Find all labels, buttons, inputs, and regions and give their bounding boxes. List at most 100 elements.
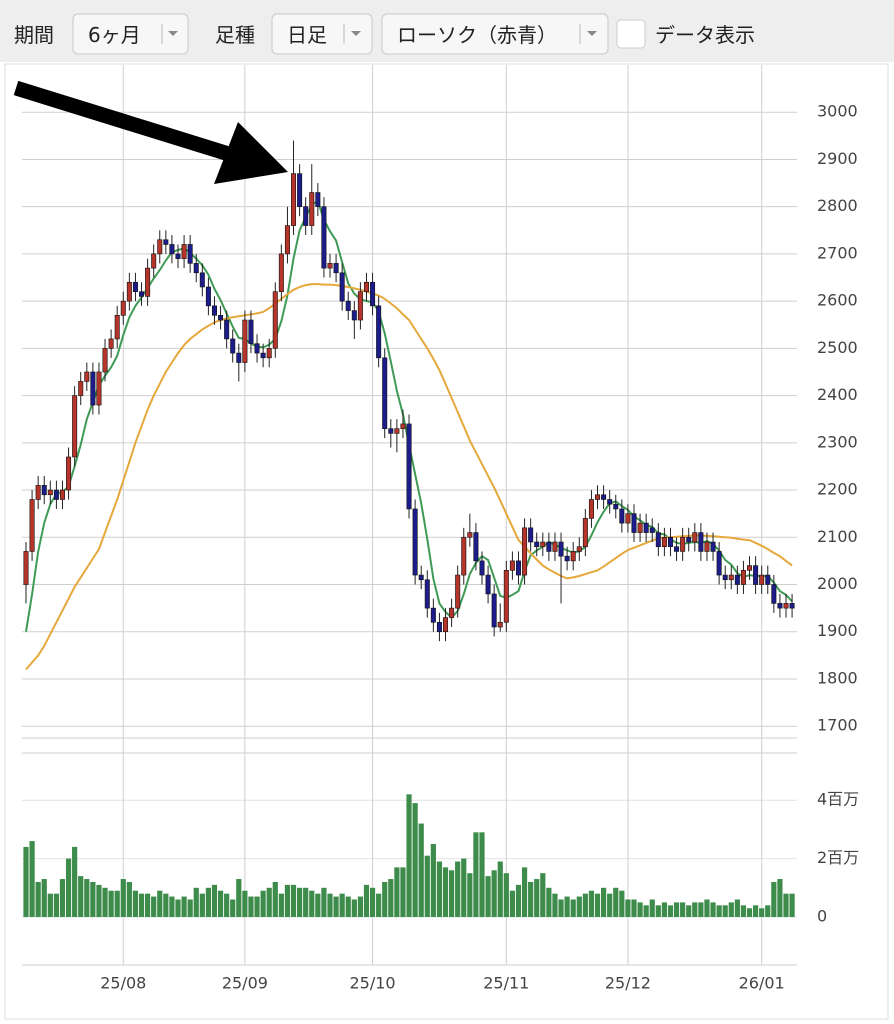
candle-body [400,423,406,429]
y-tick-label: 2200 [817,480,858,499]
style-select-box[interactable] [381,13,609,55]
candle-body [199,272,205,288]
dropdown-caret[interactable] [168,31,178,36]
candle-body [72,395,78,458]
candle-body [607,499,613,505]
candle-body [175,253,181,259]
volume-bar [497,861,503,917]
candle-body [297,173,303,207]
candle-body [333,263,339,274]
volume-bar [552,893,558,917]
volume-bar [625,899,631,917]
volume-bar [643,905,649,917]
candle-body [473,532,479,562]
candle-body [558,541,564,557]
style-value[interactable]: ローソク（赤青） [397,23,557,47]
candle-body [503,570,509,623]
volume-bar [138,893,145,917]
period-select[interactable]: 6ヶ月 [72,13,189,55]
volume-bar [339,893,345,917]
style-select[interactable]: ローソク（赤青） [381,13,609,55]
chart-panel [4,63,889,1020]
candle-body [412,508,418,576]
candle-body [631,513,637,533]
candle-body [777,603,783,609]
y-tick-label: 3000 [817,102,858,121]
candle-body [443,617,449,633]
volume-tick-label: 2百万 [817,848,859,867]
candle-body [613,503,619,510]
volume-bar [722,905,728,917]
candle-body [728,574,734,581]
candle-body [546,541,552,552]
candle-body [291,173,297,226]
volume-bar [728,902,734,917]
candle-body [680,536,686,552]
candle-body [363,281,369,292]
volume-bar [290,884,297,917]
x-tick-label: 25/10 [350,974,396,993]
volume-bar [224,893,230,917]
volume-bar [491,870,497,917]
dropdown-caret[interactable] [351,31,361,36]
candle-body [406,423,412,510]
candle-body [96,371,102,406]
data-toggle-label[interactable]: データ表示 [655,23,755,47]
bar-select[interactable]: 日足 [271,13,373,55]
volume-bar [521,867,528,917]
volume-bar [661,902,667,917]
candle-body [455,574,461,609]
volume-bar [132,890,139,917]
volume-bar [746,908,753,917]
volume-bar [157,890,163,917]
candle-body [84,371,90,382]
volume-bar [199,893,205,917]
volume-bar [351,899,357,917]
candle-body [515,560,521,576]
volume-bar [777,879,783,917]
volume-bar [266,887,272,917]
volume-bar [187,899,193,917]
candle-body [345,300,351,311]
volume-bar [242,890,248,917]
candle-body [771,584,777,604]
candle-body [655,532,661,548]
y-tick-label: 2700 [817,243,858,262]
dropdown-caret[interactable] [587,31,597,36]
volume-bar [436,861,443,917]
period-value[interactable]: 6ヶ月 [88,23,141,47]
candle-body [388,428,394,434]
candle-body [789,603,795,609]
candle-body [218,315,224,321]
volume-bar [297,887,303,917]
candle-body [139,291,145,297]
volume-tick-label: 4百万 [817,790,859,809]
volume-bar [734,899,740,917]
volume-bar [467,873,473,917]
candle-body [254,343,260,354]
volume-bar [789,893,795,917]
volume-bar [394,867,400,917]
volume-bar [23,846,29,917]
candle-body [47,489,53,496]
volume-bar [655,905,661,917]
volume-bar [217,890,224,917]
candle-body [66,456,72,491]
candle-body [126,281,132,302]
y-tick-label: 2800 [817,196,858,215]
candle-body [132,281,138,292]
bar-select-box[interactable] [271,13,373,55]
candle-body [522,527,528,576]
volume-bar [151,896,157,917]
data-checkbox[interactable] [616,19,646,49]
volume-bar [528,881,534,917]
volume-bar [114,890,120,917]
period-select-box[interactable] [72,13,189,55]
candle-body [90,371,96,406]
candle-body [321,206,327,269]
volume-bar [546,887,552,917]
volume-bar [594,893,601,917]
candle-body [710,541,716,552]
bar-value[interactable]: 日足 [287,23,327,47]
candle-body [534,541,540,548]
